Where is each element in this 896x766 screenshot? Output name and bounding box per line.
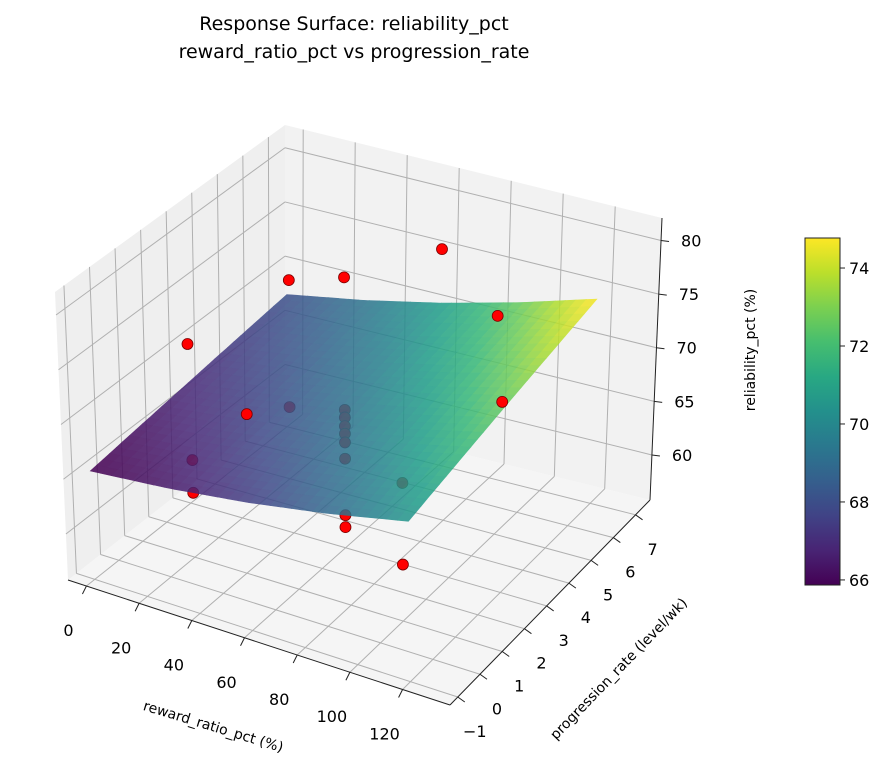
x-tick-mark — [134, 603, 140, 612]
floor-grid-x — [349, 476, 555, 673]
y-tick-label: 3 — [559, 631, 569, 650]
y-tick-mark — [568, 582, 577, 589]
surface-facet — [397, 512, 416, 522]
data-point — [282, 274, 295, 287]
x-tick-mark — [398, 689, 404, 698]
z-tick-mark — [656, 347, 665, 350]
y-tick-label: 4 — [581, 608, 591, 627]
y-tick-mark — [524, 628, 532, 635]
left-grid-z — [55, 147, 286, 316]
y-tick-mark — [457, 696, 466, 703]
y-tick-label: 1 — [514, 676, 524, 695]
z-axis-line — [649, 217, 663, 501]
y-tick-label: 5 — [603, 585, 613, 604]
floor-grid-y — [100, 554, 481, 675]
x-tick-label: 120 — [369, 724, 400, 743]
colorbar-tick-label: 66 — [849, 571, 869, 590]
z-tick-label: 70 — [676, 339, 696, 358]
x-axis-line — [67, 579, 451, 706]
z-axis-label: reliability_pct (%) — [743, 289, 759, 412]
points-in-front — [181, 243, 509, 421]
back-grid-z — [284, 147, 662, 242]
x-tick-label: 40 — [164, 656, 184, 675]
y-axis-line — [449, 499, 651, 706]
data-point — [436, 243, 448, 256]
y-tick-mark — [613, 537, 621, 543]
x-tick-label: 100 — [317, 707, 348, 726]
data-point — [181, 338, 194, 350]
floor-grid-y — [172, 497, 547, 607]
x-tick-label: 80 — [269, 690, 289, 709]
data-point — [496, 395, 509, 408]
left-grid-y — [114, 248, 126, 536]
z-tick-mark — [651, 454, 660, 457]
colorbar-tick-label: 70 — [849, 415, 869, 434]
floor-grid-x — [402, 488, 606, 690]
y-tick-mark — [546, 605, 554, 612]
left-grid-z — [60, 255, 286, 425]
data-point — [491, 309, 504, 322]
data-point — [397, 558, 409, 571]
y-tick-label: 2 — [536, 654, 546, 673]
data-point — [339, 521, 352, 534]
x-tick-label: 20 — [111, 638, 131, 657]
chart-title-line-1: Response Surface: reliability_pct — [199, 13, 509, 35]
floor-grid-y — [124, 535, 503, 652]
floor-grid-y — [76, 572, 458, 698]
left-grid-y — [63, 285, 77, 574]
z-tick-mark — [654, 400, 663, 403]
z-tick-label: 80 — [681, 232, 701, 251]
z-tick-label: 60 — [672, 446, 692, 465]
x-tick-label: 0 — [63, 621, 73, 640]
x-tick-mark — [187, 620, 193, 629]
z-tick-mark — [660, 240, 670, 243]
x-tick-mark — [81, 585, 87, 595]
x-axis-label: reward_ratio_pct (%) — [141, 698, 285, 756]
axis-lines — [67, 217, 663, 706]
x-tick-mark — [292, 654, 298, 664]
x-tick-mark — [345, 672, 351, 681]
y-tick-mark — [635, 514, 643, 521]
z-tick-label: 65 — [674, 392, 694, 411]
x-tick-mark — [240, 637, 245, 646]
colorbar: 66 68 70 72 74 — [804, 237, 869, 590]
y-tick-label: 7 — [647, 540, 657, 559]
y-axis-label: progression_rate (level/wk) — [547, 595, 691, 743]
response-surface — [89, 294, 598, 522]
left-grid-y — [89, 266, 102, 555]
colorbar-tick-label: 74 — [849, 259, 869, 278]
y-tick-label: 0 — [492, 699, 502, 718]
y-tick-label: 6 — [625, 563, 635, 582]
chart-title-line-2: reward_ratio_pct vs progression_rate — [178, 41, 530, 63]
back-grid-z — [284, 255, 657, 349]
y-tick-mark — [501, 651, 510, 657]
y-tick-mark — [479, 673, 488, 680]
back-grid-z — [284, 201, 659, 295]
data-point — [240, 408, 253, 421]
colorbar-gradient — [804, 237, 841, 586]
y-tick-label: −1 — [463, 722, 487, 741]
left-grid-z — [58, 201, 286, 371]
colorbar-tick-label: 72 — [849, 337, 869, 356]
back-grid-x — [604, 206, 616, 489]
z-tick-label: 75 — [679, 285, 699, 304]
x-tick-label: 60 — [216, 673, 236, 692]
data-point — [338, 271, 350, 284]
y-tick-mark — [590, 559, 599, 566]
floor-grid-y — [148, 516, 525, 630]
z-tick-mark — [658, 293, 667, 296]
colorbar-tick-label: 68 — [849, 493, 869, 512]
